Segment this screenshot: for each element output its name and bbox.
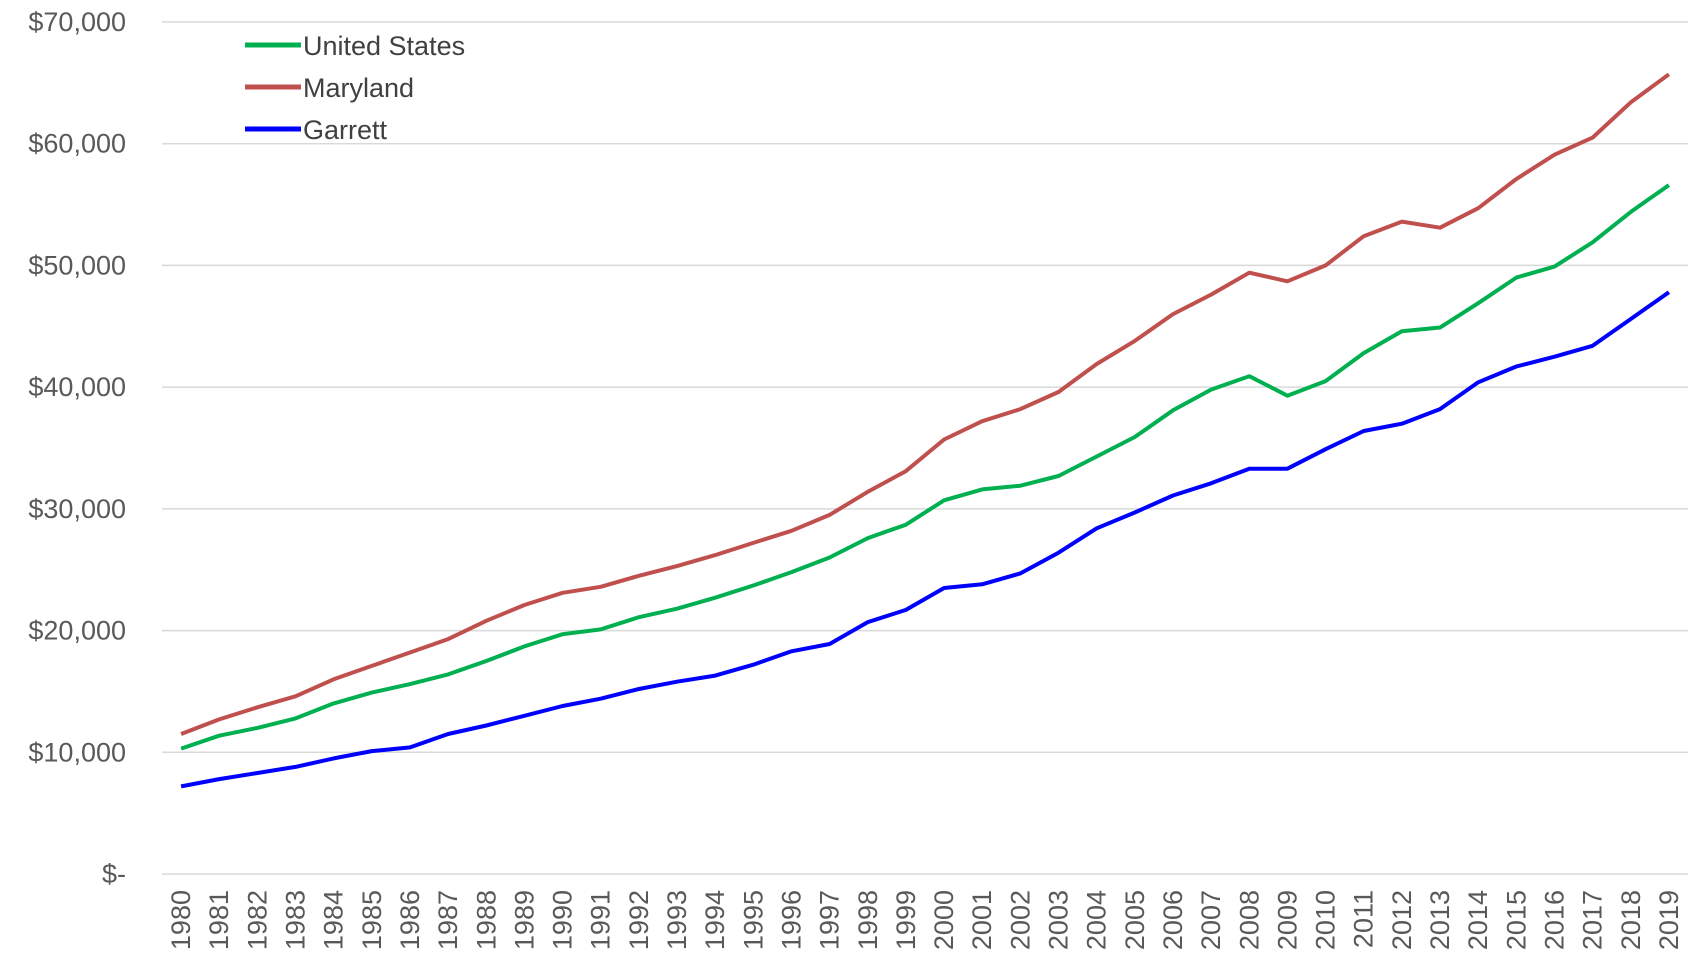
x-tick-label: 2015 — [1501, 890, 1531, 950]
x-tick-label: 2011 — [1349, 890, 1379, 948]
y-tick-label: $10,000 — [28, 737, 126, 767]
x-tick-label: 2001 — [967, 890, 997, 950]
x-tick-label: 1981 — [204, 890, 234, 950]
x-tick-label: 1999 — [891, 890, 921, 950]
x-tick-label: 1983 — [281, 890, 311, 950]
x-tick-label: 1984 — [319, 890, 349, 950]
x-tick-label: 1980 — [166, 890, 196, 950]
x-tick-label: 2007 — [1196, 890, 1226, 950]
x-tick-label: 2018 — [1616, 890, 1646, 950]
x-tick-label: 1990 — [548, 890, 578, 950]
x-tick-label: 2000 — [929, 890, 959, 950]
legend: United States Maryland Garrett — [245, 31, 465, 145]
x-tick-label: 1987 — [433, 890, 463, 950]
x-tick-label: 2008 — [1234, 890, 1264, 950]
x-tick-label: 1989 — [509, 890, 539, 950]
x-tick-label: 2012 — [1387, 890, 1417, 950]
x-tick-label: 1986 — [395, 890, 425, 950]
x-tick-label: 2016 — [1539, 890, 1569, 950]
x-tick-label: 2014 — [1463, 890, 1493, 950]
x-tick-label: 2010 — [1311, 890, 1341, 950]
x-tick-label: 2002 — [1005, 890, 1035, 950]
y-tick-label: $30,000 — [28, 494, 126, 524]
x-tick-label: 2013 — [1425, 890, 1455, 950]
y-tick-label: $- — [102, 859, 126, 889]
x-tick-label: 1992 — [624, 890, 654, 950]
x-tick-label: 1982 — [242, 890, 272, 950]
legend-label: Garrett — [303, 115, 388, 145]
legend-label: United States — [303, 31, 465, 61]
x-tick-label: 1991 — [586, 890, 616, 950]
x-tick-label: 2006 — [1158, 890, 1188, 950]
x-tick-label: 1994 — [700, 890, 730, 950]
y-tick-label: $20,000 — [28, 616, 126, 646]
x-tick-label: 1985 — [357, 890, 387, 950]
x-tick-label: 2017 — [1578, 890, 1608, 950]
series-line — [180, 72, 1671, 736]
x-tick-label: 2009 — [1272, 890, 1302, 950]
x-tick-label: 1997 — [815, 890, 845, 950]
y-tick-label: $40,000 — [28, 372, 126, 402]
series-line — [180, 290, 1671, 789]
y-tick-label: $60,000 — [28, 129, 126, 159]
x-tick-label: 2019 — [1654, 890, 1684, 950]
x-tick-label: 1998 — [853, 890, 883, 950]
x-tick-label: 2003 — [1044, 890, 1074, 950]
x-tick-label: 2004 — [1082, 890, 1112, 950]
x-tick-label: 1995 — [738, 890, 768, 950]
x-tick-label: 1988 — [471, 890, 501, 950]
x-tick-label: 1996 — [776, 890, 806, 950]
series-line — [180, 183, 1671, 751]
x-tick-label: 2005 — [1120, 890, 1150, 950]
x-tick-label: 1993 — [662, 890, 692, 950]
y-tick-label: $70,000 — [28, 7, 126, 37]
y-tick-label: $50,000 — [28, 250, 126, 280]
legend-label: Maryland — [303, 73, 414, 103]
